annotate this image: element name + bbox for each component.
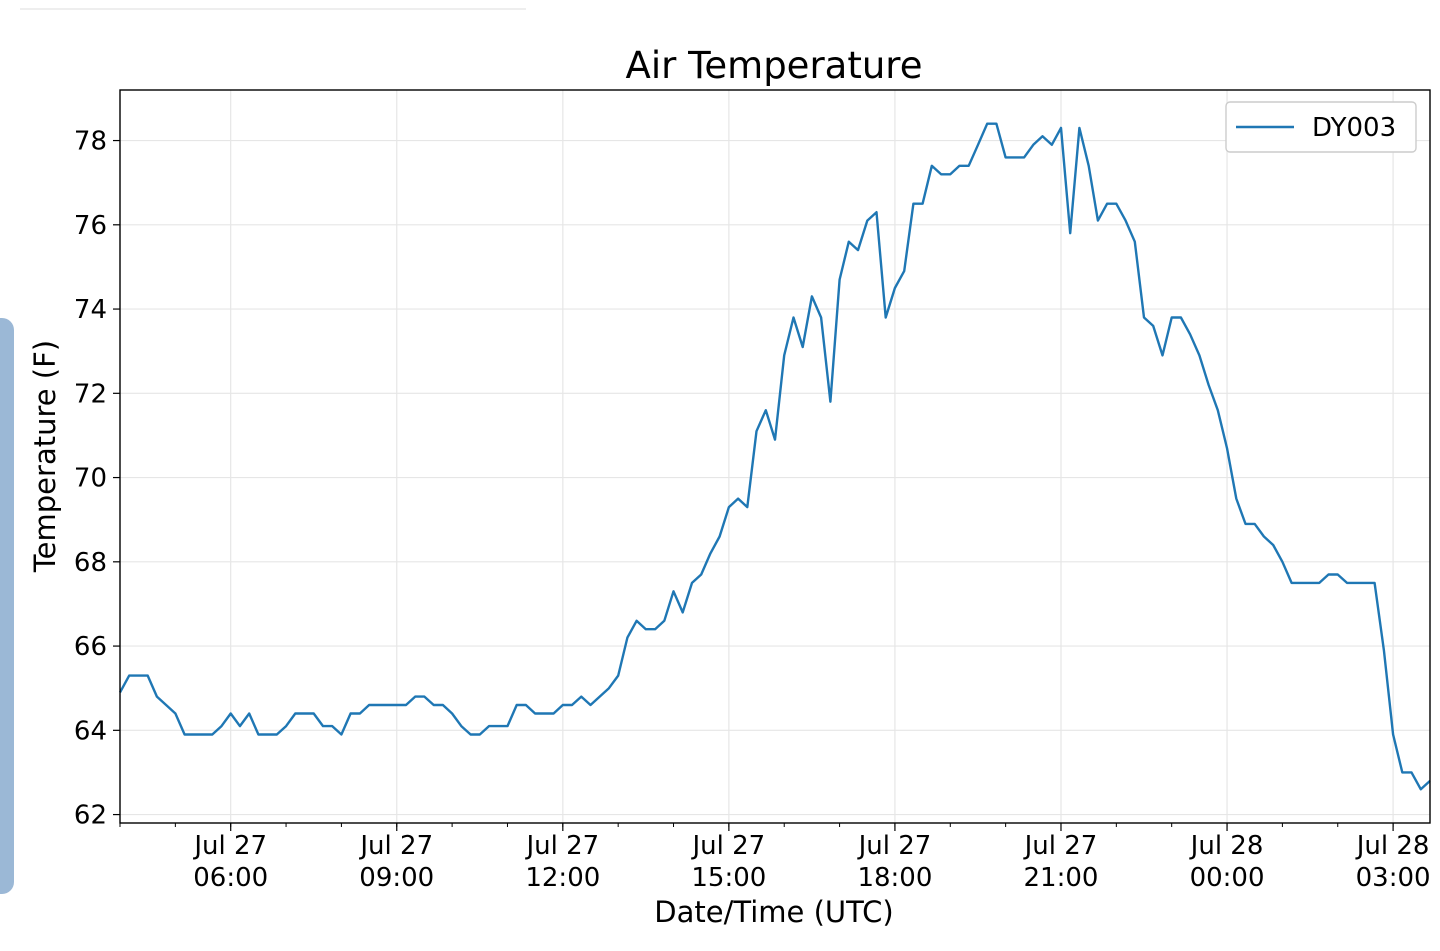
y-tick-label: 64 <box>74 716 107 746</box>
legend: DY003 <box>1225 101 1417 153</box>
legend-entry-dy003: DY003 <box>1312 113 1396 143</box>
x-tick-label-date: Jul 27 <box>1023 831 1098 861</box>
x-tick-label-date: Jul 27 <box>358 831 433 861</box>
y-tick-label: 76 <box>74 211 107 241</box>
x-axis-label: Date/Time (UTC) <box>654 895 893 929</box>
x-tick-label-date: Jul 28 <box>1189 831 1264 861</box>
x-tick-label-date: Jul 27 <box>524 831 599 861</box>
chart-title: Air Temperature <box>626 44 923 87</box>
x-tick-label-time: 03:00 <box>1356 863 1431 893</box>
y-tick-label: 70 <box>74 464 107 494</box>
series-line-dy003 <box>118 122 1431 791</box>
x-tick-label-time: 00:00 <box>1190 863 1265 893</box>
x-tick-label-time: 06:00 <box>193 863 268 893</box>
x-tick-label-time: 21:00 <box>1024 863 1099 893</box>
x-tick-label-time: 15:00 <box>691 863 766 893</box>
plot-frame <box>119 89 1431 824</box>
y-tick-label: 68 <box>74 548 107 578</box>
legend-box <box>1225 101 1417 153</box>
x-tick-label-time: 18:00 <box>857 863 932 893</box>
x-tick-label-date: Jul 27 <box>192 831 267 861</box>
x-tick-label-time: 09:00 <box>359 863 434 893</box>
top-divider <box>20 8 526 10</box>
series-group <box>118 122 1431 791</box>
y-tick-label: 78 <box>74 127 107 157</box>
side-panel-tab[interactable] <box>0 318 14 894</box>
y-tick-label: 62 <box>74 801 107 831</box>
y-tick-label: 72 <box>74 379 107 409</box>
y-axis: 62 64 66 68 70 72 74 76 78 <box>74 127 120 831</box>
y-tick-label: 66 <box>74 632 107 662</box>
y-axis-label: Temperature (F) <box>28 340 62 573</box>
x-tick-label-date: Jul 27 <box>691 831 766 861</box>
x-tick-label-time: 12:00 <box>525 863 600 893</box>
x-tick-label-date: Jul 28 <box>1355 831 1430 861</box>
y-tick-label: 74 <box>74 295 107 325</box>
grid-lines <box>120 90 1430 823</box>
x-tick-label-date: Jul 27 <box>857 831 932 861</box>
